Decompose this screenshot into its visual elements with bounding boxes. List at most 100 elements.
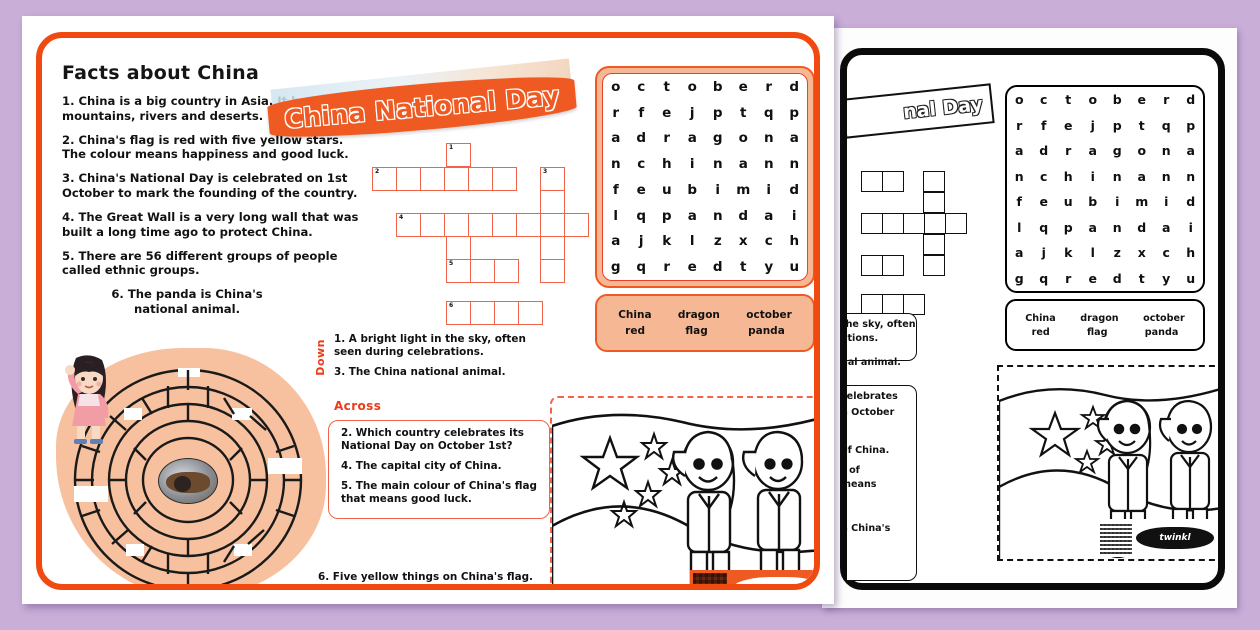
crossword-cell[interactable] <box>470 259 495 283</box>
crossword-cell[interactable] <box>468 167 493 191</box>
wordsearch-letter[interactable]: f <box>612 181 619 198</box>
wordsearch-letter[interactable]: x <box>1137 245 1146 261</box>
wordsearch-letter[interactable]: h <box>789 233 800 250</box>
wordsearch-letter[interactable]: j <box>1041 245 1046 261</box>
wordsearch-letter[interactable]: r <box>765 78 773 95</box>
wordsearch-letter[interactable]: p <box>712 104 723 121</box>
wordsearch-letter[interactable]: o <box>1088 92 1098 108</box>
wordsearch-letter[interactable]: n <box>1014 168 1024 184</box>
wordsearch-letter[interactable]: i <box>689 156 695 173</box>
crossword-cell[interactable] <box>540 213 565 237</box>
wordsearch-letter[interactable]: g <box>1112 143 1122 159</box>
wordsearch-letter[interactable]: h <box>661 156 672 173</box>
wordsearch-letter[interactable]: a <box>1162 219 1171 235</box>
wordsearch-letter[interactable]: i <box>766 181 772 198</box>
wordsearch-letter[interactable]: q <box>1161 117 1171 133</box>
wordsearch-letter[interactable]: t <box>1138 270 1145 286</box>
wordsearch-letter[interactable]: d <box>1039 143 1049 159</box>
wordsearch-letter[interactable]: b <box>712 78 723 95</box>
wordsearch-letter[interactable]: f <box>1041 117 1047 133</box>
wordsearch-letter[interactable]: d <box>789 78 800 95</box>
wordsearch-letter[interactable]: h <box>1186 245 1196 261</box>
wordsearch-letter[interactable]: h <box>1063 168 1073 184</box>
wordsearch-letter[interactable]: p <box>789 104 800 121</box>
wordsearch-letter[interactable]: j <box>638 233 644 250</box>
twinkl-logo[interactable]: twinkl <box>731 577 814 584</box>
wordsearch-letter[interactable]: e <box>662 104 672 121</box>
wordsearch-letter[interactable]: t <box>740 259 747 276</box>
wordsearch-letter[interactable]: t <box>1138 117 1145 133</box>
wordsearch-letter[interactable]: o <box>1014 92 1024 108</box>
wordsearch-letter[interactable]: a <box>611 233 621 250</box>
wordsearch-letter[interactable]: r <box>663 130 671 147</box>
wordsearch-letter[interactable]: r <box>1065 270 1072 286</box>
crossword-cell[interactable] <box>420 167 445 191</box>
wordsearch-letter[interactable]: e <box>636 181 646 198</box>
wordsearch-letter[interactable]: g <box>712 130 723 147</box>
crossword-cell[interactable] <box>516 213 541 237</box>
wordsearch-letter[interactable]: i <box>715 181 721 198</box>
wordsearch-letter[interactable]: a <box>687 130 697 147</box>
wordsearch-letter[interactable]: d <box>789 181 800 198</box>
wordsearch-letter[interactable]: g <box>610 259 621 276</box>
wordsearch-letter[interactable]: b <box>1088 194 1098 210</box>
wordsearch-letter[interactable]: a <box>789 130 799 147</box>
wordsearch-letter[interactable]: r <box>1016 117 1023 133</box>
crossword-cell[interactable] <box>518 301 543 325</box>
crossword-cell[interactable] <box>420 213 445 237</box>
crossword-cell[interactable] <box>470 301 495 325</box>
wordsearch-letter[interactable]: u <box>1063 194 1073 210</box>
wordsearch-letter[interactable]: n <box>1112 219 1122 235</box>
crossword-cell[interactable] <box>492 213 517 237</box>
wordsearch-letter[interactable]: q <box>1039 219 1049 235</box>
crossword-cell[interactable] <box>494 259 519 283</box>
crossword-cell[interactable] <box>564 213 589 237</box>
wordsearch-letter[interactable]: n <box>1186 168 1196 184</box>
wordsearch-letter[interactable]: r <box>1065 143 1072 159</box>
wordsearch-letter[interactable]: d <box>1186 92 1196 108</box>
wordsearch-letter[interactable]: e <box>1064 117 1073 133</box>
wordsearch-letter[interactable]: a <box>1137 168 1146 184</box>
wordsearch-letter[interactable]: n <box>1161 168 1171 184</box>
wordsearch-letter[interactable]: n <box>712 156 723 173</box>
crossword-cell[interactable]: 5 <box>446 259 471 283</box>
wordsearch-letter[interactable]: e <box>1137 92 1146 108</box>
wordsearch-letter[interactable]: d <box>1186 194 1196 210</box>
wordsearch-letter[interactable]: z <box>713 233 722 250</box>
wordsearch-letter[interactable]: t <box>740 104 747 121</box>
wordsearch-letter[interactable]: a <box>1186 143 1195 159</box>
wordsearch-letter[interactable]: d <box>1112 270 1122 286</box>
wordsearch-letter[interactable]: k <box>662 233 672 250</box>
crossword-cell[interactable] <box>540 190 565 214</box>
wordsearch-letter[interactable]: q <box>636 259 647 276</box>
wordsearch-letter[interactable]: n <box>763 130 774 147</box>
wordsearch-letter[interactable]: t <box>663 78 670 95</box>
wordsearch-letter[interactable]: u <box>1186 270 1196 286</box>
crossword-cell[interactable] <box>468 213 493 237</box>
wordsearch-letter[interactable]: a <box>738 156 748 173</box>
wordsearch-letter[interactable]: c <box>1040 92 1048 108</box>
crossword-cell[interactable]: 2 <box>372 167 397 191</box>
wordsearch-letter[interactable]: c <box>1040 168 1048 184</box>
wordsearch-letter[interactable]: i <box>1164 194 1169 210</box>
wordsearch-letter[interactable]: r <box>612 104 620 121</box>
wordsearch-letter[interactable]: n <box>712 207 723 224</box>
wordsearch-letter[interactable]: n <box>610 156 621 173</box>
wordsearch-letter[interactable]: c <box>764 233 773 250</box>
wordsearch-letter[interactable]: a <box>611 130 621 147</box>
wordsearch-letter[interactable]: l <box>613 207 619 224</box>
wordsearch-letter[interactable]: r <box>663 259 671 276</box>
wordsearch-letter[interactable]: b <box>687 181 698 198</box>
wordsearch-letter[interactable]: e <box>1039 194 1048 210</box>
wordsearch-letter[interactable]: m <box>736 181 751 198</box>
wordsearch-letter[interactable]: o <box>738 130 748 147</box>
wordsearch-letter[interactable]: q <box>636 207 647 224</box>
wordsearch-letter[interactable]: o <box>687 78 697 95</box>
wordsearch-letter[interactable]: p <box>1186 117 1196 133</box>
wordsearch-letter[interactable]: e <box>687 259 697 276</box>
wordsearch-letter[interactable]: x <box>738 233 748 250</box>
wordsearch-letter[interactable]: i <box>1188 219 1193 235</box>
wordsearch-letter[interactable]: n <box>1112 168 1122 184</box>
wordsearch-letter[interactable]: p <box>1112 117 1122 133</box>
